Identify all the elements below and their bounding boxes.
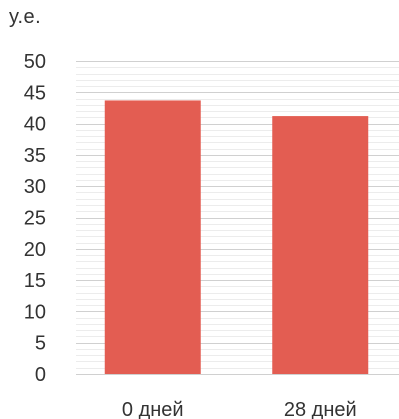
y-tick-label: 5 [35,333,46,355]
bar [272,116,369,374]
y-tick-label: 45 [24,82,46,104]
x-category-label: 28 дней [284,399,357,419]
y-tick-label: 0 [35,364,46,386]
y-tick-label: 15 [24,270,46,292]
y-tick-label: 10 [24,301,46,323]
y-axis-label: у.е. [9,6,42,28]
bar [104,100,201,375]
y-tick-label: 40 [24,114,46,136]
y-tick-label: 50 [24,51,46,73]
y-tick-label: 25 [24,208,46,230]
x-category-label: 0 дней [122,399,184,419]
y-tick-label: 35 [24,145,46,167]
y-tick-label: 30 [24,176,46,198]
y-tick-label: 20 [24,239,46,261]
